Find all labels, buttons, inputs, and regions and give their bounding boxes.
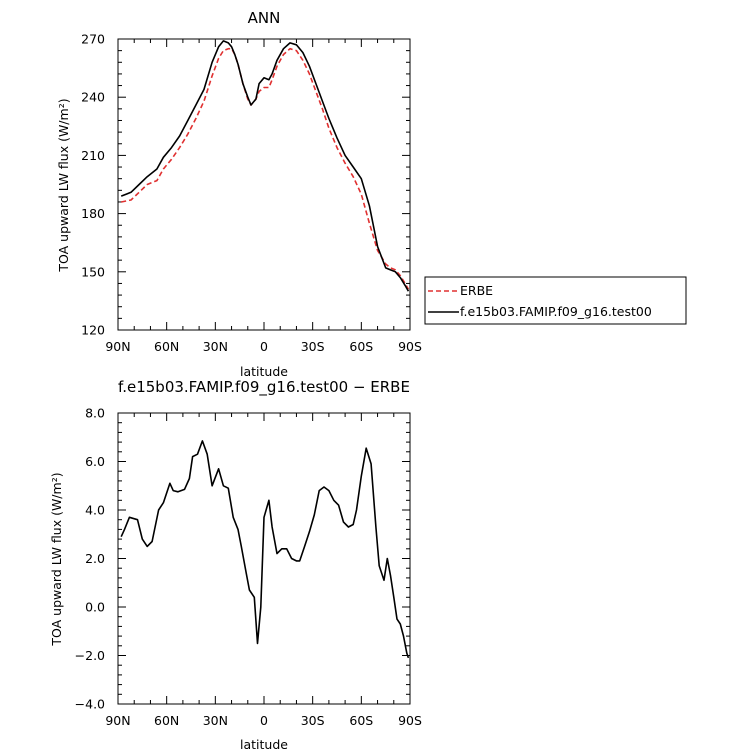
bottom-x-tick-label: 30N: [203, 713, 228, 728]
bottom-y-tick-label: 0.0: [85, 600, 105, 615]
top-ticks: 90N 60N 30N 0 30S 60S 90S 120 150 180 210 240 270: [81, 32, 422, 355]
bottom-y-tick-label: 2.0: [85, 551, 105, 566]
top-plot-area: [117, 38, 411, 331]
legend-box: [424, 276, 687, 325]
bottom-panel: f.e15b03.FAMIP.f09_g16.test00 − ERBE TOA…: [49, 378, 422, 752]
top-y-axis-label: TOA upward LW flux (W/m²): [56, 98, 71, 272]
bottom-y-tick-label: 8.0: [85, 406, 105, 421]
top-series-line-1: [120, 40, 410, 292]
top-y-tick-label: 120: [81, 323, 105, 338]
top-y-tick-label: 180: [81, 206, 105, 221]
top-plot-frame: [117, 38, 411, 331]
bottom-chart-title: f.e15b03.FAMIP.f09_g16.test00 − ERBE: [118, 378, 410, 397]
bottom-plot-area: [117, 412, 411, 705]
top-series: [120, 40, 410, 292]
bottom-x-tick-label: 90N: [105, 713, 130, 728]
bottom-y-tick-label: −4.0: [75, 697, 105, 712]
top-y-tick-label: 150: [81, 264, 105, 279]
bottom-x-tick-label: 60S: [349, 713, 373, 728]
top-x-tick-label: 60S: [349, 339, 373, 354]
top-series-line-0: [121, 47, 410, 290]
bottom-x-tick-label: 0: [260, 713, 268, 728]
bottom-ticks: 90N 60N 30N 0 30S 60S 90S −4.0 −2.0 0.0 2.0 4.0 6.0 8…: [75, 406, 422, 729]
bottom-y-axis-label: TOA upward LW flux (W/m²): [49, 472, 64, 646]
bottom-x-tick-label: 60N: [154, 713, 179, 728]
legend-label-erbe: ERBE: [460, 283, 493, 298]
top-y-tick-label: 270: [81, 32, 105, 47]
top-x-tick-label: 90S: [398, 339, 422, 354]
top-x-tick-label: 30N: [203, 339, 228, 354]
top-panel: ANN TOA upward LW flux (W/m²) latitude 9…: [56, 9, 422, 379]
legend-label-model: f.e15b03.FAMIP.f09_g16.test00: [460, 304, 652, 319]
top-x-tick-label: 0: [260, 339, 268, 354]
bottom-y-tick-label: 6.0: [85, 454, 105, 469]
bottom-series: [120, 440, 410, 659]
top-y-tick-label: 240: [81, 90, 105, 105]
bottom-x-axis-label: latitude: [240, 737, 288, 752]
bottom-x-tick-label: 30S: [301, 713, 325, 728]
top-x-axis-label: latitude: [240, 364, 288, 379]
top-x-tick-label: 30S: [301, 339, 325, 354]
legend: ERBE f.e15b03.FAMIP.f09_g16.test00: [424, 276, 687, 325]
bottom-x-tick-label: 90S: [398, 713, 422, 728]
top-x-tick-label: 60N: [154, 339, 179, 354]
top-chart-title: ANN: [248, 9, 281, 27]
bottom-y-tick-label: 4.0: [85, 503, 105, 518]
bottom-series-line-0: [120, 440, 410, 659]
top-x-tick-label: 90N: [105, 339, 130, 354]
top-y-tick-label: 210: [81, 148, 105, 163]
bottom-plot-frame: [117, 412, 411, 705]
bottom-y-tick-label: −2.0: [75, 648, 105, 663]
